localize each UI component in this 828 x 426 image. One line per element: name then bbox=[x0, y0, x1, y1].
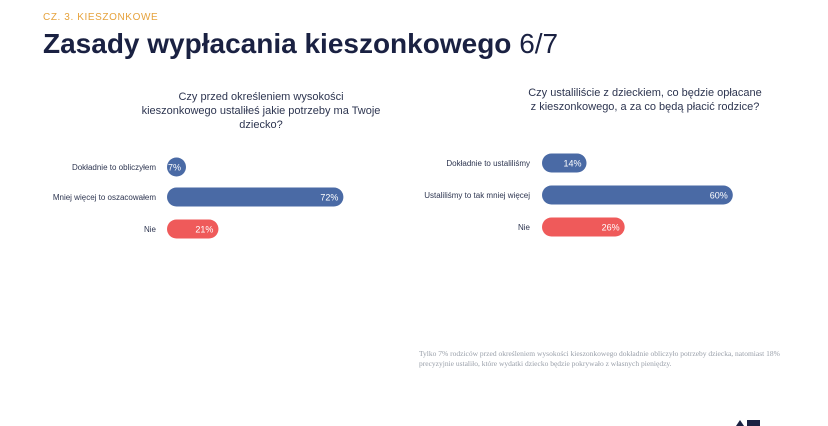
chart-1-bar-2 bbox=[167, 188, 343, 207]
footnote: Tylko 7% rodziców przed określeniem wyso… bbox=[419, 349, 811, 369]
chart-2-value-label-2: 60% bbox=[710, 191, 728, 201]
chart-2-value-label-3: 26% bbox=[602, 223, 620, 233]
chart-1-value-label-2: 72% bbox=[320, 193, 338, 203]
chart-1-value-label-1: 7% bbox=[168, 163, 181, 173]
chart-1-category-label-3: Nie bbox=[144, 225, 157, 234]
chart-1-category-label-1: Dokładnie to obliczyłem bbox=[72, 163, 156, 172]
chart-1-value-label-3: 21% bbox=[195, 225, 213, 235]
chart-2-bar-2 bbox=[542, 186, 733, 205]
chart-2-category-label-1: Dokładnie to ustaliliśmy bbox=[446, 159, 530, 168]
chart-2-value-label-1: 14% bbox=[564, 159, 582, 169]
chart-2-category-label-2: Ustaliliśmy to tak mniej więcej bbox=[424, 191, 530, 200]
chart-1-category-label-2: Mniej więcej to oszacowałem bbox=[53, 193, 156, 202]
brand-logo-icon bbox=[736, 418, 760, 426]
chart-2-category-label-3: Nie bbox=[518, 223, 531, 232]
